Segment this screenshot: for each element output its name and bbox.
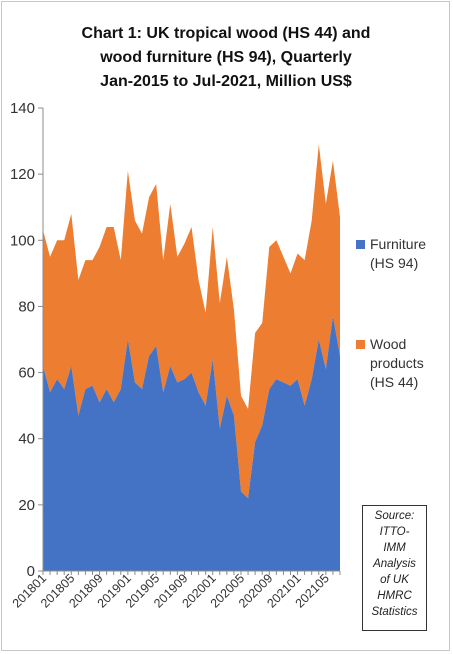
y-tick-label: 40 [18,431,35,448]
source-line: Analysis [373,558,416,570]
source-line: Statistics [371,606,418,618]
source-line: of UK [380,574,409,586]
source-line: Source: [374,510,415,522]
legend-swatch-furniture [356,240,365,249]
y-tick-label: 80 [18,298,35,315]
area-series-furniture [43,316,340,571]
area-series-wood-products [43,144,340,499]
chart-title-line-2: wood furniture (HS 94), Quarterly [100,49,352,66]
legend-label-wood-products: Wood products (HS 44) [370,336,424,390]
y-tick-label: 0 [27,563,35,580]
y-tick-label: 120 [10,166,35,183]
source-line: ITTO- [379,526,410,538]
legend-swatch-wood-products [356,340,365,349]
legend-item-wood-products: Wood products (HS 44) [356,335,442,392]
chart-title-line-3: Jan-2015 to Jul-2021, Million US$ [100,73,352,90]
source-note: Source: ITTO- IMM Analysis of UK HMRC St… [362,505,427,631]
legend-item-furniture: Furniture (HS 94) [356,235,442,273]
chart-title: Chart 1: UK tropical wood (HS 44) and wo… [20,22,432,94]
y-tick-label: 60 [18,365,35,382]
legend-label-furniture: Furniture (HS 94) [370,236,427,271]
y-tick-label: 140 [10,100,35,117]
source-line: IMM [383,542,406,554]
chart-title-line-1: Chart 1: UK tropical wood (HS 44) and [81,25,371,42]
source-line: HMRC [377,590,412,602]
y-tick-label: 20 [18,497,35,514]
y-tick-label: 100 [10,232,35,249]
